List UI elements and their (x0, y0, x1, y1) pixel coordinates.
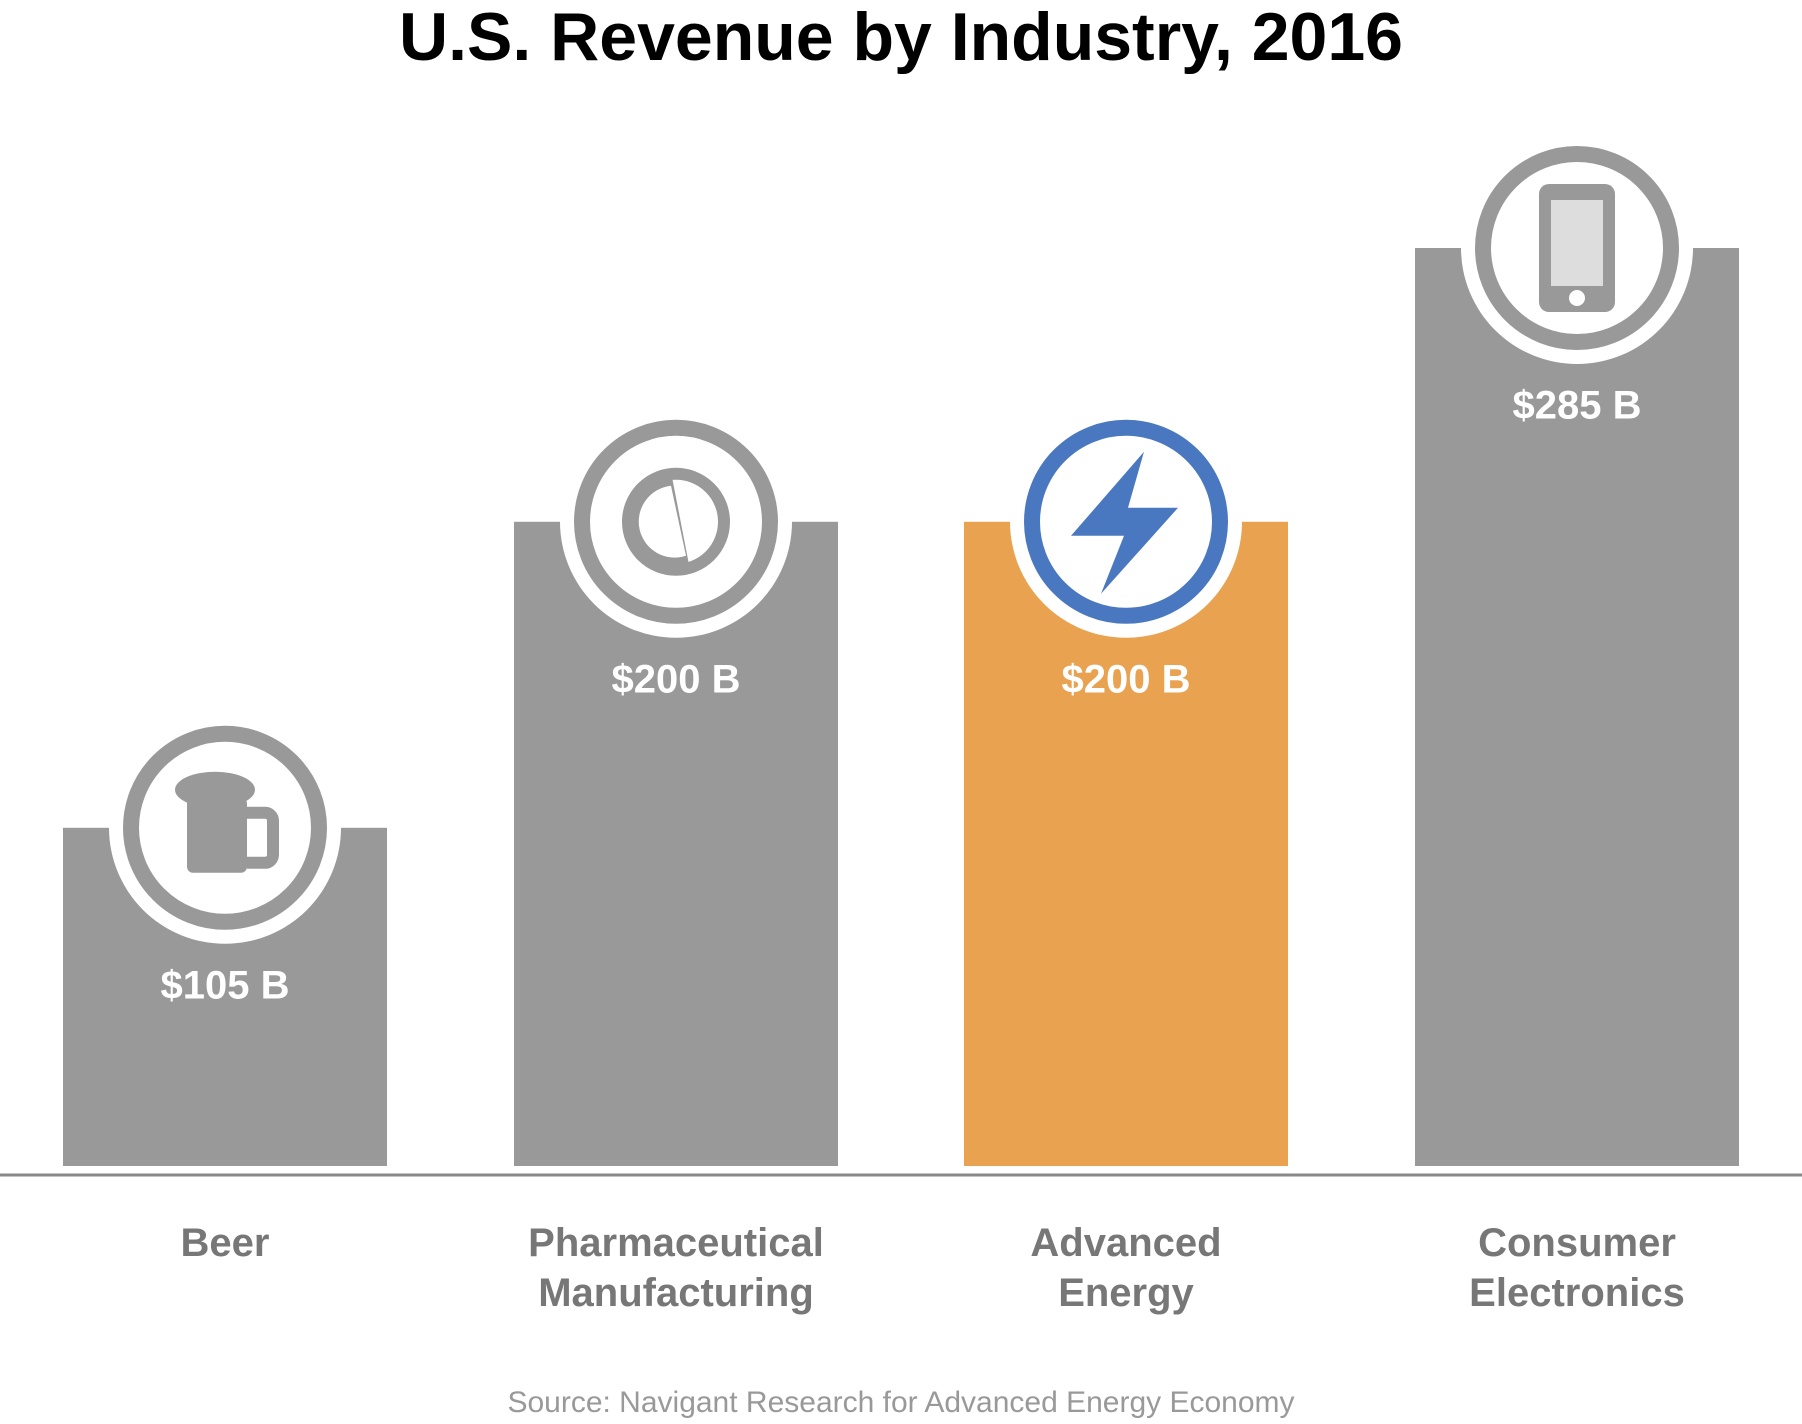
x-tick-label-box: Advanced Energy (926, 1218, 1326, 1318)
icon (1569, 290, 1585, 306)
x-tick-label-box: Pharmaceutical Manufacturing (476, 1218, 876, 1318)
icon-badge (109, 711, 341, 944)
x-tick-label-box: Consumer Electronics (1377, 1218, 1777, 1318)
value-label: $200 B (612, 657, 741, 701)
x-tick-label: Beer (180, 1221, 270, 1265)
icon-badge (1010, 405, 1242, 638)
value-label: $105 B (161, 963, 290, 1007)
chart-title: U.S. Revenue by Industry, 2016 (399, 0, 1403, 75)
x-tick-label: Pharmaceutical Manufacturing (528, 1221, 824, 1315)
value-label: $200 B (1062, 657, 1191, 701)
source: Source: Navigant Research for Advanced E… (507, 1386, 1294, 1419)
icon (1551, 200, 1603, 286)
icon (187, 797, 247, 873)
icon-badge (560, 405, 792, 638)
icon (1071, 451, 1178, 594)
value-label: $285 B (1513, 384, 1642, 428)
x-tick-label-box: Beer (25, 1218, 425, 1268)
icon-badge (1461, 132, 1693, 364)
x-tick-label: Advanced Energy (1030, 1221, 1222, 1315)
icon (247, 806, 279, 869)
icon (175, 771, 255, 808)
icon (638, 485, 686, 558)
bar (1415, 248, 1739, 1166)
x-tick-label: Consumer Electronics (1469, 1221, 1685, 1315)
